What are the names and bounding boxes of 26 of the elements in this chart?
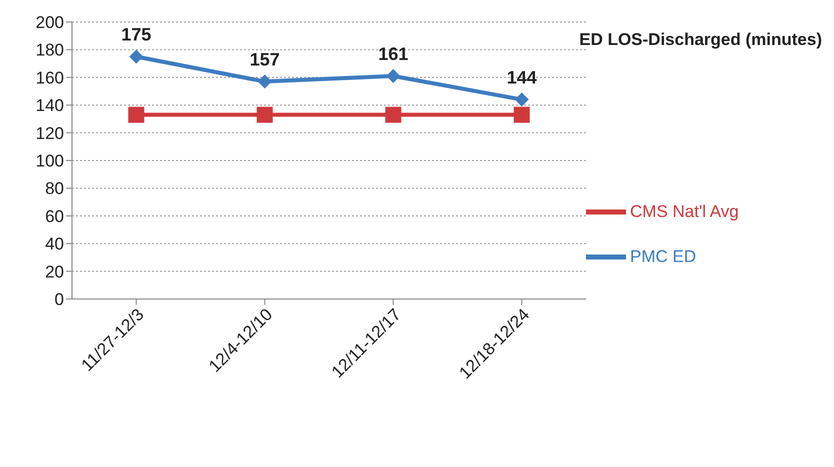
y-tick-label: 180 [36, 40, 64, 60]
y-tick-label: 120 [36, 124, 64, 143]
y-tick-label: 40 [45, 234, 64, 254]
data-label: 157 [250, 50, 280, 70]
point [129, 50, 144, 64]
text: ED LOS-Discharged (minutes) [579, 30, 822, 50]
y-tick-label: 140 [36, 96, 64, 116]
data-label: 175 [121, 24, 152, 45]
point [385, 106, 402, 123]
point [258, 74, 272, 89]
data-label: 161 [378, 44, 408, 64]
y-tick-label: 160 [36, 68, 64, 88]
y-tick-label: 100 [36, 152, 64, 171]
y-tick-label: 0 [54, 290, 64, 310]
point [256, 106, 273, 123]
legend-label: CMS Nat'l Avg [630, 202, 739, 220]
y-tick-label: 80 [45, 179, 64, 198]
y-tick-label: 200 [36, 13, 64, 32]
point [128, 106, 144, 123]
y-tick-label: 20 [45, 262, 64, 282]
legend-label: PMC ED [630, 246, 696, 266]
y-tick-label: 60 [45, 206, 64, 226]
point [386, 69, 400, 84]
point [514, 92, 529, 107]
data-label: 144 [506, 68, 537, 88]
point [514, 106, 530, 123]
